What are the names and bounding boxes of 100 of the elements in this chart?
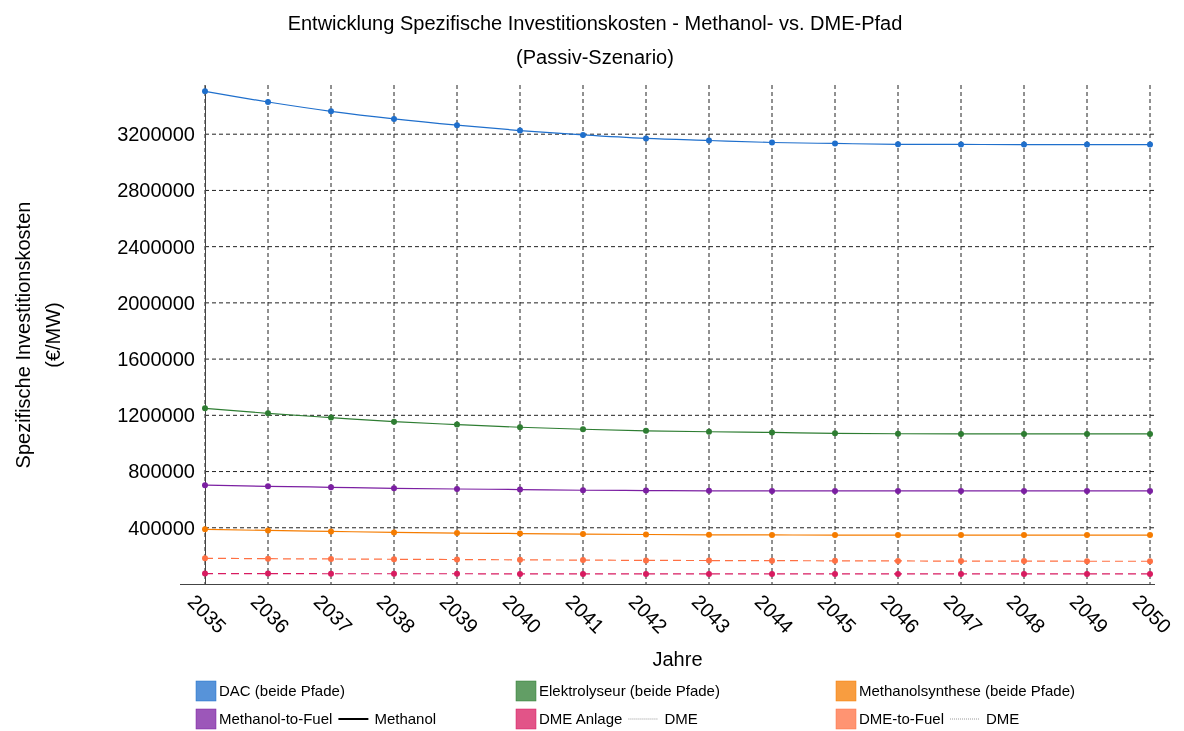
point xyxy=(202,482,208,489)
point xyxy=(958,141,964,148)
point xyxy=(328,484,334,491)
y-tick-label: 2400000 xyxy=(117,235,195,258)
text: DME xyxy=(664,710,698,727)
point xyxy=(1147,558,1153,565)
point xyxy=(517,556,523,563)
point xyxy=(1084,532,1090,539)
point xyxy=(895,532,901,539)
point xyxy=(580,487,586,494)
point xyxy=(391,485,397,492)
point xyxy=(643,570,649,577)
point xyxy=(769,139,775,146)
point xyxy=(895,487,901,494)
point xyxy=(580,557,586,564)
point xyxy=(769,570,775,577)
point xyxy=(391,418,397,425)
point xyxy=(580,131,586,138)
point xyxy=(265,410,271,417)
point xyxy=(1021,487,1027,494)
point xyxy=(1147,141,1153,148)
point xyxy=(1021,532,1027,539)
point xyxy=(265,555,271,562)
y-tick-label: 2000000 xyxy=(117,291,195,314)
point xyxy=(895,430,901,437)
point xyxy=(1084,570,1090,577)
point xyxy=(328,570,334,577)
point xyxy=(517,486,523,493)
point xyxy=(328,555,334,562)
point xyxy=(202,405,208,412)
point xyxy=(1084,141,1090,148)
point xyxy=(454,556,460,563)
point xyxy=(202,555,208,562)
point xyxy=(391,529,397,536)
point xyxy=(895,570,901,577)
point xyxy=(328,108,334,115)
point xyxy=(391,556,397,563)
point xyxy=(454,485,460,492)
x-axis-title: Jahre xyxy=(652,648,703,670)
point xyxy=(706,428,712,435)
point xyxy=(643,135,649,142)
point xyxy=(1021,141,1027,148)
point xyxy=(517,570,523,577)
text: Methanol xyxy=(374,710,437,727)
point xyxy=(1084,558,1090,565)
point xyxy=(832,532,838,539)
point xyxy=(202,526,208,533)
point xyxy=(1147,487,1153,494)
y-tick-label: 1600000 xyxy=(117,348,195,370)
point xyxy=(958,570,964,577)
point xyxy=(454,122,460,129)
point xyxy=(265,527,271,534)
point xyxy=(769,531,775,538)
point xyxy=(769,429,775,436)
point xyxy=(328,528,334,535)
point xyxy=(643,487,649,494)
point xyxy=(580,570,586,577)
point xyxy=(391,115,397,122)
point xyxy=(895,141,901,148)
point xyxy=(706,557,712,564)
point xyxy=(202,88,208,95)
point xyxy=(958,532,964,539)
legend-label: DME Anlage xyxy=(539,710,623,727)
point xyxy=(706,137,712,144)
point xyxy=(391,570,397,577)
point xyxy=(454,421,460,428)
y-tick-label: 3200000 xyxy=(117,123,195,146)
point xyxy=(1021,558,1027,565)
text: DME xyxy=(986,710,1020,727)
point xyxy=(265,570,271,577)
legend-label: DAC (beide Pfade) xyxy=(219,682,345,699)
point xyxy=(706,531,712,538)
legend-label: DME-to-Fuel xyxy=(859,710,945,727)
point xyxy=(1147,532,1153,539)
point xyxy=(328,414,334,421)
point xyxy=(832,140,838,147)
point xyxy=(832,570,838,577)
y-tick-label: 1200000 xyxy=(117,404,195,427)
point xyxy=(517,530,523,537)
point xyxy=(832,487,838,494)
point xyxy=(517,127,523,134)
point xyxy=(832,430,838,437)
legend-label: Methanol-to-Fuel xyxy=(219,710,333,727)
point xyxy=(643,531,649,538)
point xyxy=(454,570,460,577)
point xyxy=(454,530,460,537)
point xyxy=(706,570,712,577)
point xyxy=(643,557,649,564)
point xyxy=(958,487,964,494)
point xyxy=(517,424,523,431)
point xyxy=(1084,487,1090,494)
point xyxy=(769,487,775,494)
y-tick-label: 800000 xyxy=(128,460,195,483)
point xyxy=(580,426,586,433)
point xyxy=(1147,570,1153,577)
point xyxy=(832,557,838,564)
point xyxy=(706,487,712,494)
point xyxy=(958,558,964,565)
point xyxy=(769,557,775,564)
point xyxy=(643,427,649,434)
